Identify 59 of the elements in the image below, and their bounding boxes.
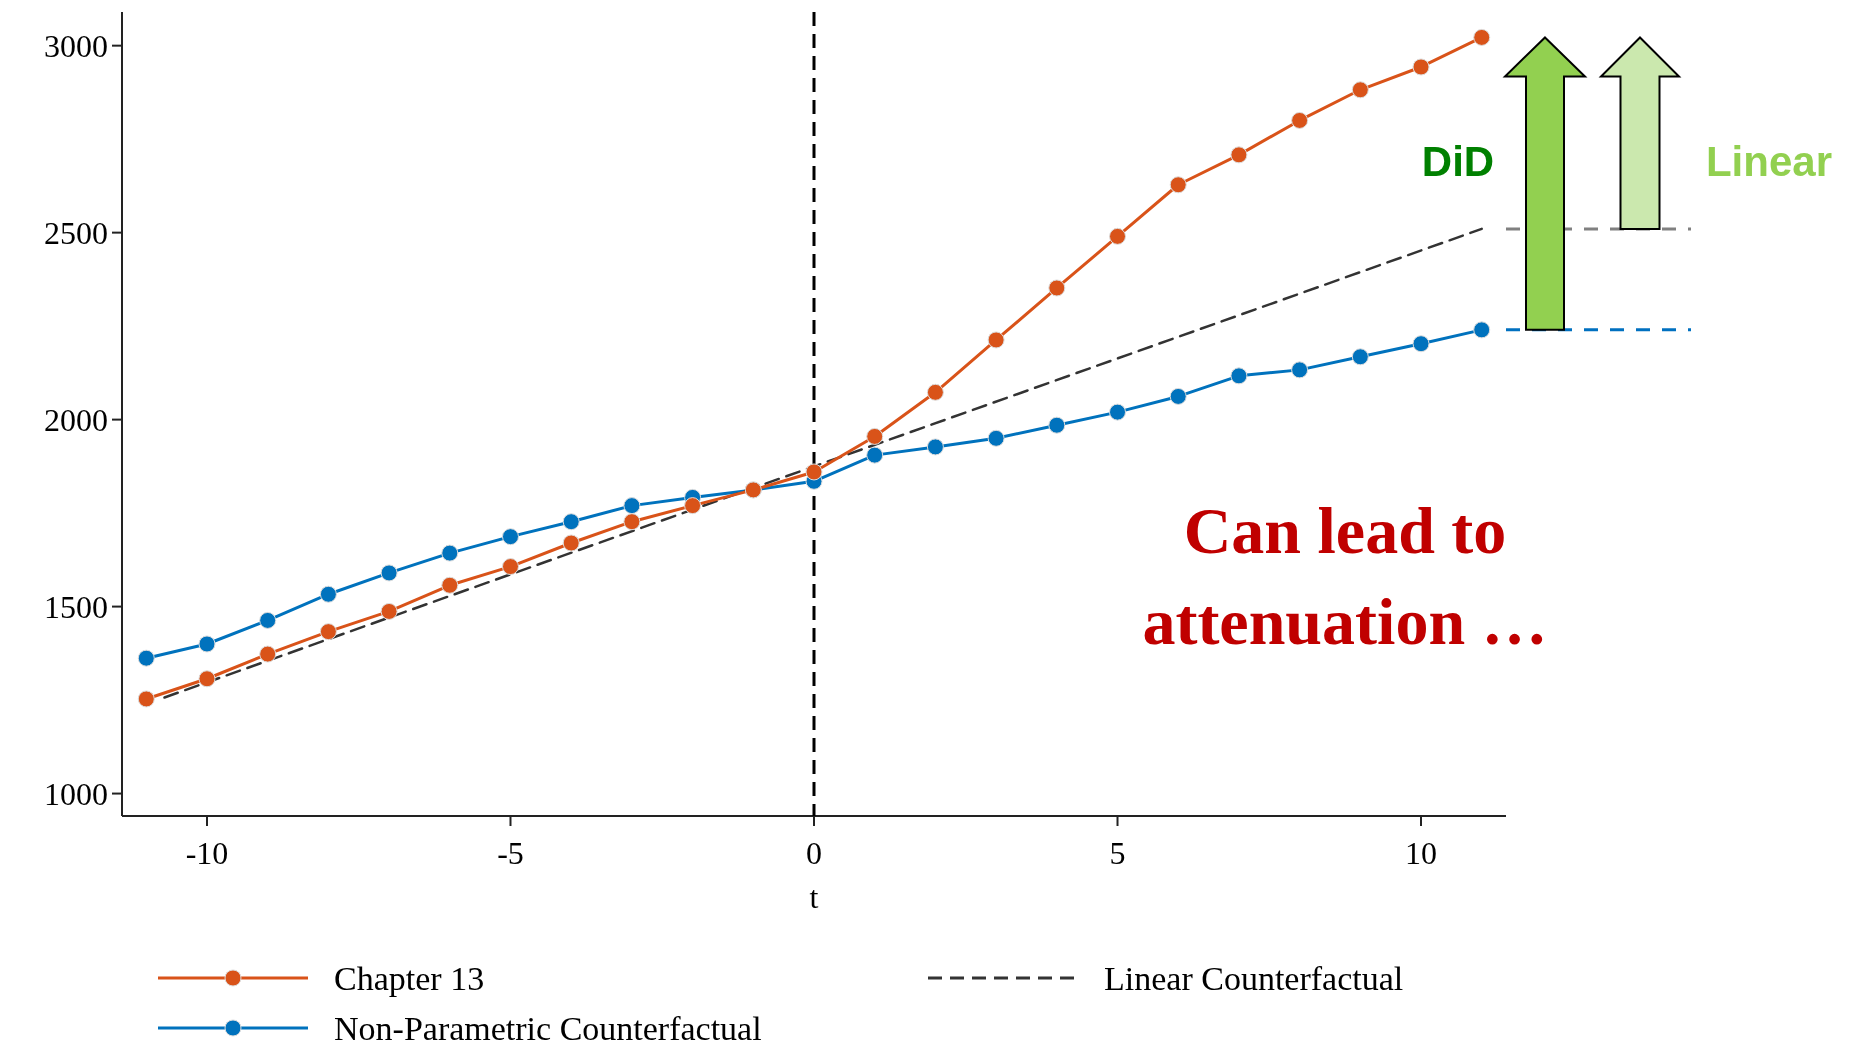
point — [380, 602, 398, 620]
point — [1169, 387, 1187, 405]
point — [562, 513, 580, 531]
point — [926, 438, 944, 456]
point — [623, 497, 641, 515]
point — [1412, 58, 1430, 76]
point — [866, 446, 884, 464]
point — [1412, 335, 1430, 353]
point — [987, 429, 1005, 447]
x-axis-title: t — [809, 879, 819, 915]
point — [319, 623, 337, 641]
point — [1109, 403, 1127, 421]
point — [1351, 348, 1369, 366]
point — [1230, 367, 1248, 385]
point — [1230, 146, 1248, 164]
point — [1351, 81, 1369, 99]
point — [501, 558, 519, 576]
point — [380, 564, 398, 582]
point — [1169, 176, 1187, 194]
point — [1473, 321, 1491, 339]
point — [441, 576, 459, 594]
point — [1291, 111, 1309, 129]
y-tick-label: 3000 — [44, 27, 108, 64]
point — [1048, 416, 1066, 434]
point — [1048, 279, 1066, 297]
x-tick-label: -10 — [185, 835, 229, 871]
point — [198, 635, 216, 653]
point — [805, 463, 823, 481]
y-tick-label: 1000 — [44, 775, 108, 812]
point — [1473, 28, 1491, 46]
x-tick-label: 5 — [1109, 835, 1126, 871]
legend-label: Linear Counterfactual — [1104, 959, 1404, 997]
point — [319, 585, 337, 603]
x-tick-label: -5 — [497, 835, 524, 871]
y-tick-label: 2500 — [44, 214, 108, 251]
point — [623, 513, 641, 531]
text: Linear — [1705, 138, 1833, 185]
point — [137, 690, 155, 708]
x-tick-label: 0 — [806, 835, 822, 871]
annotation: Can lead to attenuation … — [1142, 494, 1548, 658]
point — [137, 649, 155, 667]
point — [562, 534, 580, 552]
point — [259, 611, 277, 629]
point — [259, 645, 277, 663]
point — [1291, 361, 1309, 379]
point — [501, 528, 519, 546]
annotation: DiD — [1421, 138, 1495, 185]
point — [926, 383, 944, 401]
point — [684, 497, 702, 515]
point — [441, 544, 459, 562]
point — [1109, 227, 1127, 245]
point — [198, 670, 216, 688]
point — [987, 331, 1005, 349]
point — [866, 427, 884, 445]
legend-label: Chapter 13 — [334, 959, 485, 997]
legend-label: Non-Parametric Counterfactual — [334, 1009, 762, 1047]
y-tick-label: 2000 — [44, 401, 108, 438]
x-tick-label: 10 — [1405, 835, 1438, 871]
y-tick-label: 1500 — [44, 588, 108, 625]
